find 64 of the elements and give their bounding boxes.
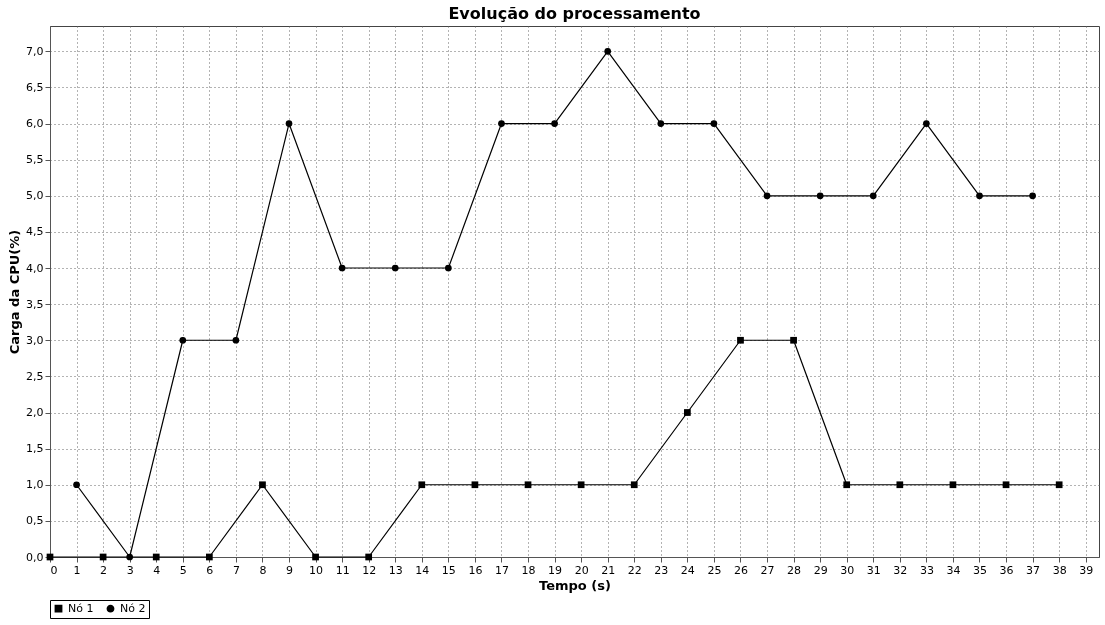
y-tick-label: 3,5 (26, 297, 44, 311)
x-tick-label: 31 (866, 563, 881, 577)
legend-label: Nó 1 (68, 601, 94, 615)
y-tick-label: 1,0 (26, 478, 44, 492)
x-tick-label: 5 (179, 563, 187, 577)
y-tick-label: 2,0 (26, 406, 44, 420)
x-tick-label: 11 (335, 563, 350, 577)
x-tick-label: 12 (362, 563, 377, 577)
x-tick-label: 27 (760, 563, 775, 577)
point (923, 120, 930, 127)
x-tick-label: 30 (840, 563, 855, 577)
x-tick-label: 4 (153, 563, 161, 577)
chart-title: Evolução do processamento (448, 4, 701, 23)
x-tick-label: 13 (388, 563, 403, 577)
x-tick-label: 33 (919, 563, 934, 577)
y-tick-label: 4,0 (26, 261, 44, 275)
x-axis-title: Tempo (s) (539, 577, 611, 593)
x-tick-label: 39 (1079, 563, 1094, 577)
y-tick-label: 7,0 (26, 44, 44, 58)
x-tick-label: 22 (627, 563, 642, 577)
x-tick-label: 34 (946, 563, 961, 577)
x-tick-label: 23 (654, 563, 669, 577)
x-tick-label: 20 (574, 563, 589, 577)
y-tick-label: 2,5 (26, 369, 44, 383)
point (551, 120, 558, 127)
x-tick-label: 21 (601, 563, 616, 577)
x-tick-label: 16 (468, 563, 483, 577)
x-tick-label: 15 (441, 563, 456, 577)
y-tick-label: 5,0 (26, 189, 44, 203)
x-tick-label: 26 (733, 563, 748, 577)
x-tick-label: 18 (521, 563, 536, 577)
x-tick-label: 24 (680, 563, 695, 577)
point (498, 120, 505, 127)
x-tick-label: 32 (893, 563, 908, 577)
x-tick-label: 2 (100, 563, 108, 577)
y-tick-label: 1,5 (26, 442, 44, 456)
x-tick-label: 1 (73, 563, 81, 577)
y-tick-label: 5,5 (26, 153, 44, 167)
x-tick-label: 29 (813, 563, 828, 577)
y-tick-label: 6,5 (26, 80, 44, 94)
x-tick-label: 7 (232, 563, 240, 577)
x-tick-label: 6 (206, 563, 214, 577)
y-tick-label: 3,0 (26, 333, 44, 347)
y-tick-label: 4,5 (26, 225, 44, 239)
y-tick-label: 6,0 (26, 117, 44, 131)
y-tick-label: 0,5 (26, 514, 44, 528)
x-tick-label: 8 (259, 563, 267, 577)
x-tick-label: 17 (494, 563, 509, 577)
x-tick-label: 28 (787, 563, 802, 577)
x-tick-label: 37 (1026, 563, 1041, 577)
x-tick-label: 3 (126, 563, 134, 577)
x-tick-label: 9 (286, 563, 294, 577)
y-axis-title: Carga da CPU(%) (7, 229, 23, 355)
x-tick-label: 10 (309, 563, 324, 577)
legend-label: Nó 2 (120, 601, 146, 615)
point (684, 409, 691, 416)
x-tick-label: 14 (415, 563, 430, 577)
x-tick-label: 0 (50, 563, 58, 577)
x-tick-label: 35 (972, 563, 987, 577)
y-tick-label: 0,0 (26, 550, 44, 564)
x-tick-label: 36 (999, 563, 1014, 577)
x-tick-label: 25 (707, 563, 722, 577)
x-tick-label: 38 (1052, 563, 1067, 577)
x-tick-label: 19 (548, 563, 563, 577)
